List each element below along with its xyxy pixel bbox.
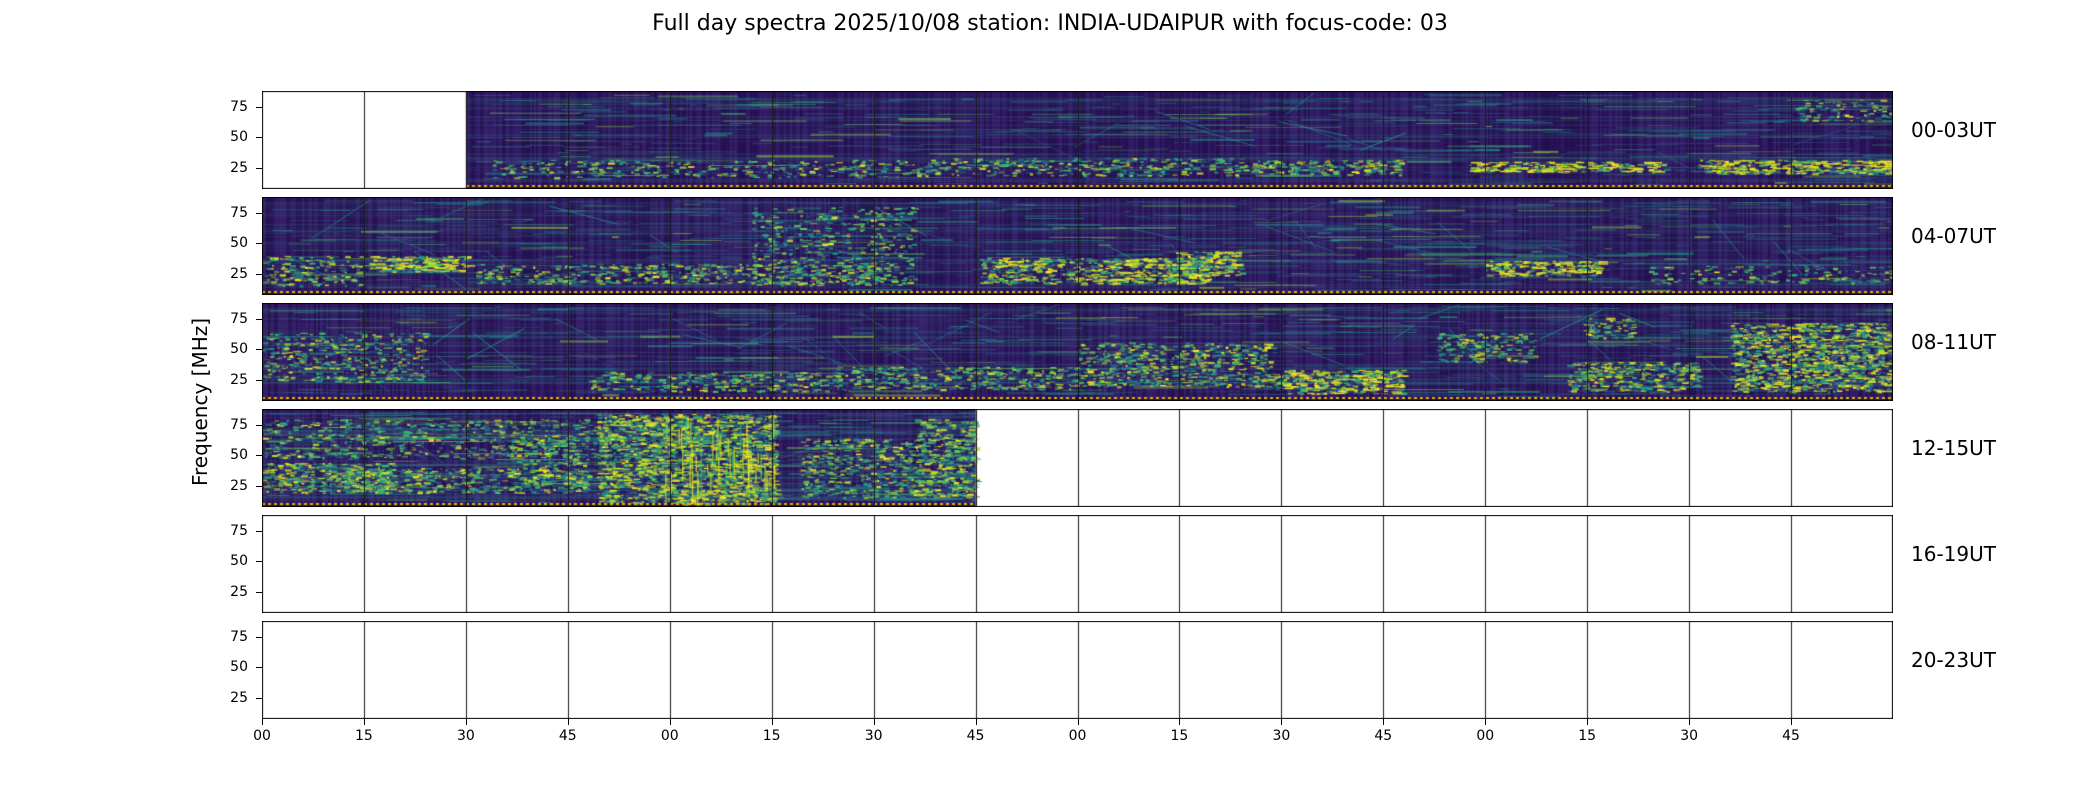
y-tick-label: 50 [230,129,248,146]
spectrogram-row-08-11: 75 50 25 08-11UT [0,303,2100,401]
row-time-label: 20-23UT [1911,648,1996,672]
x-tick-mark [1791,719,1793,725]
spectrogram-canvas-16-19 [262,515,1893,613]
x-tick-mark [873,719,875,725]
spectrogram-canvas-04-07 [262,197,1893,295]
y-tick-label: 25 [230,372,248,389]
y-tick-mark [256,636,262,638]
x-axis-ticks: 00 15 30 45 00 15 30 45 00 15 30 45 00 15 30 45 [0,719,2100,764]
x-tick-mark [262,719,263,725]
x-tick-mark [1587,719,1589,725]
x-tick-label: 00 [253,728,271,744]
y-tick-label: 50 [230,447,248,464]
y-tick-label: 25 [230,690,248,707]
x-tick-mark [771,719,773,725]
x-tick-label: 00 [1476,728,1495,744]
y-tick-label: 75 [230,98,248,115]
y-tick-mark [256,318,262,320]
x-tick-mark [1689,719,1691,725]
y-tick-labels: 75 50 25 [0,515,262,613]
y-tick-mark [256,274,262,276]
y-tick-label: 25 [230,160,248,177]
y-tick-mark [256,424,262,426]
spectrogram-row-20-23: 75 50 25 20-23UT [0,621,2100,719]
y-tick-mark [256,380,262,382]
y-tick-label: 75 [230,416,248,433]
y-tick-label: 75 [230,310,248,327]
y-tick-mark [256,486,262,488]
y-tick-mark [256,455,262,457]
y-tick-label: 25 [230,584,248,601]
x-tick-mark [1179,719,1181,725]
x-tick-label: 15 [1170,728,1189,744]
x-tick-label: 30 [1272,728,1291,744]
y-tick-label: 75 [230,522,248,539]
y-tick-label: 50 [230,553,248,570]
y-tick-mark [256,106,262,108]
x-tick-label: 15 [355,728,373,744]
y-tick-mark [256,592,262,594]
y-tick-mark [256,561,262,563]
spectrogram-canvas-00-03 [262,91,1893,189]
y-tick-mark [256,667,262,669]
x-tick-label: 00 [1068,728,1087,744]
chart-title: Full day spectra 2025/10/08 station: IND… [652,11,1448,36]
y-tick-labels: 75 50 25 [0,621,262,719]
y-tick-labels: 75 50 25 [0,303,262,401]
y-tick-label: 25 [230,478,248,495]
y-tick-label: 50 [230,659,248,676]
y-tick-label: 50 [230,235,248,252]
row-time-label: 00-03UT [1911,118,1996,142]
y-tick-labels: 75 50 25 [0,409,262,507]
y-tick-mark [256,530,262,532]
y-tick-mark [256,137,262,139]
y-tick-label: 75 [230,628,248,645]
spectrogram-row-00-03: 75 50 25 00-03UT [0,91,2100,189]
x-tick-mark [1485,719,1487,725]
y-tick-label: 50 [230,341,248,358]
y-tick-label: 75 [230,204,248,221]
x-tick-mark [363,719,365,725]
y-tick-mark [256,349,262,351]
spectrogram-row-04-07: 75 50 25 04-07UT [0,197,2100,295]
spectrogram-canvas-08-11 [262,303,1893,401]
spectrogram-row-16-19: 75 50 25 16-19UT [0,515,2100,613]
x-tick-mark [1383,719,1385,725]
row-time-label: 12-15UT [1911,436,1996,460]
spectrogram-row-12-15: 75 50 25 12-15UT [0,409,2100,507]
x-tick-mark [465,719,467,725]
x-tick-label: 30 [1680,728,1699,744]
x-tick-label: 15 [1578,728,1597,744]
x-tick-label: 45 [1782,728,1800,744]
x-tick-label: 30 [864,728,883,744]
x-tick-label: 45 [558,728,577,744]
y-tick-mark [256,168,262,170]
y-tick-mark [256,243,262,245]
y-tick-labels: 75 50 25 [0,91,262,189]
x-tick-mark [567,719,569,725]
spectrogram-canvas-20-23 [262,621,1893,719]
y-tick-mark [256,698,262,700]
y-tick-label: 25 [230,266,248,283]
spectrogram-canvas-12-15 [262,409,1893,507]
x-tick-label: 00 [660,728,679,744]
row-time-label: 16-19UT [1911,542,1996,566]
x-tick-label: 15 [762,728,781,744]
x-tick-mark [1281,719,1283,725]
x-tick-label: 45 [966,728,985,744]
y-tick-labels: 75 50 25 [0,197,262,295]
row-time-label: 04-07UT [1911,224,1996,248]
row-time-label: 08-11UT [1911,330,1996,354]
x-tick-mark [669,719,671,725]
x-tick-label: 45 [1374,728,1393,744]
x-tick-label: 30 [456,728,475,744]
x-tick-mark [1077,719,1079,725]
y-tick-mark [256,212,262,214]
x-tick-mark [975,719,977,725]
